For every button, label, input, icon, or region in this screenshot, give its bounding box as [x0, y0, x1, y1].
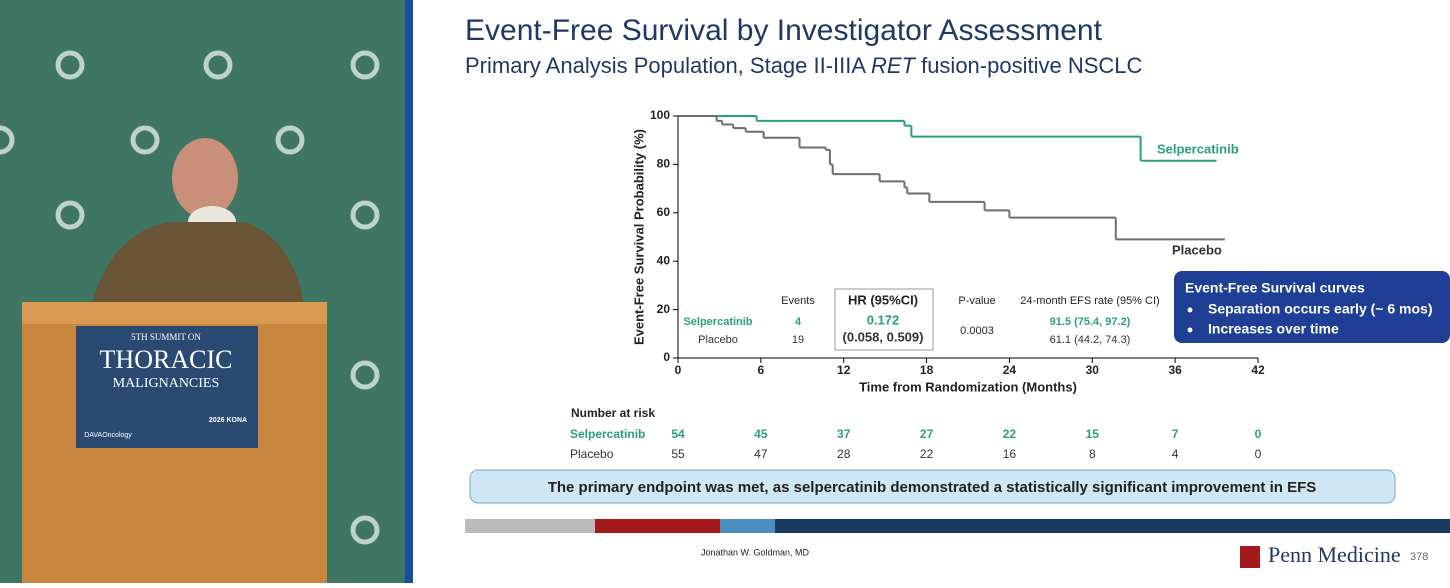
- risk-count: 47: [754, 447, 768, 461]
- subtitle-part: RET: [871, 53, 917, 78]
- subtitle-part: Primary Analysis Population, Stage II-II…: [465, 53, 871, 78]
- penn-shield: [1240, 546, 1260, 568]
- table-header: P-value: [958, 295, 995, 307]
- y-tick-label: 40: [657, 253, 671, 267]
- risk-count: 7: [1172, 427, 1179, 441]
- risk-count: 27: [920, 427, 934, 441]
- speaker-body: [90, 222, 305, 310]
- podium-line: THORACIC: [100, 345, 233, 374]
- series-label: Placebo: [1172, 242, 1222, 257]
- p-value: 0.0003: [960, 325, 994, 337]
- risk-count: 37: [837, 427, 851, 441]
- callout-bullet: Separation occurs early (~ 6 mos): [1208, 301, 1432, 317]
- screen-edge: [405, 0, 413, 583]
- risk-title: Number at risk: [571, 406, 655, 420]
- table-header: HR (95%CI): [848, 292, 918, 307]
- hr-box: [834, 288, 934, 351]
- risk-count: 55: [671, 447, 685, 461]
- callout-box: [1174, 271, 1450, 343]
- risk-count: 0: [1255, 447, 1262, 461]
- backdrop-pattern: [0, 50, 380, 545]
- risk-count: 22: [1003, 427, 1017, 441]
- banner-box: [469, 469, 1396, 504]
- podium-top: [22, 302, 327, 324]
- x-axis-label: Time from Randomization (Months): [859, 379, 1077, 394]
- subtitle-part: fusion-positive NSCLC: [915, 53, 1143, 78]
- table-cell: Placebo: [698, 334, 738, 346]
- table-cell: 4: [795, 316, 802, 328]
- risk-count: 15: [1086, 427, 1100, 441]
- podium-logo: DAVAOncology: [84, 432, 132, 439]
- risk-count: 54: [671, 427, 685, 441]
- callout-title: Event-Free Survival curves: [1185, 280, 1365, 296]
- x-tick-label: 12: [837, 363, 851, 377]
- risk-count: 8: [1089, 447, 1096, 461]
- podium-sign: [76, 326, 258, 448]
- x-tick-label: 6: [758, 363, 765, 377]
- callout-bullet: Increases over time: [1208, 321, 1339, 337]
- table-cell: Selpercatinib: [683, 316, 752, 328]
- risk-row-name: Selpercatinib: [570, 427, 645, 441]
- y-axis-label: Event-Free Survival Probability (%): [631, 129, 646, 345]
- banner-text: The primary endpoint was met, as selperc…: [548, 479, 1317, 496]
- risk-count: 45: [754, 427, 768, 441]
- x-tick-label: 42: [1251, 363, 1265, 377]
- table-cell: (0.058, 0.509): [843, 329, 924, 344]
- speaker-head: [172, 138, 238, 218]
- podium-event: 2026 KONA: [209, 417, 247, 424]
- y-tick-label: 80: [657, 157, 671, 171]
- x-tick-label: 24: [1003, 363, 1017, 377]
- risk-count: 16: [1003, 447, 1017, 461]
- table-cell: 0.172: [867, 312, 900, 327]
- risk-row-name: Placebo: [570, 447, 614, 461]
- y-tick-label: 0: [663, 350, 670, 364]
- table-cell: 61.1 (44.2, 74.3): [1050, 334, 1131, 346]
- podium-line: 5TH SUMMIT ON: [131, 332, 201, 342]
- y-tick-label: 20: [657, 302, 671, 316]
- risk-count: 4: [1172, 447, 1179, 461]
- table-cell: 19: [792, 334, 804, 346]
- y-tick-label: 60: [657, 205, 671, 219]
- risk-count: 0: [1255, 427, 1262, 441]
- risk-count: 28: [837, 447, 851, 461]
- table-header: Events: [781, 295, 815, 307]
- presenter: Jonathan W. Goldman, MD: [701, 547, 810, 557]
- table-cell: 91.5 (75.4, 97.2): [1050, 316, 1131, 328]
- series-label: Selpercatinib: [1157, 141, 1239, 156]
- footnote-bars: [465, 519, 1450, 533]
- bullet-dot: [1187, 307, 1193, 313]
- brand: Penn Medicine: [1268, 542, 1401, 567]
- y-tick-label: 100: [650, 108, 670, 122]
- x-tick-label: 0: [675, 363, 682, 377]
- x-tick-label: 30: [1086, 363, 1100, 377]
- risk-count: 22: [920, 447, 934, 461]
- slide-subtitle: Primary Analysis Population, Stage II-II…: [465, 53, 1143, 78]
- page-number: 378: [1410, 551, 1428, 563]
- podium-line: MALIGNANCIES: [113, 376, 220, 391]
- x-tick-label: 36: [1168, 363, 1182, 377]
- bullet-dot: [1187, 327, 1193, 333]
- slide-title: Event-Free Survival by Investigator Asse…: [465, 14, 1103, 47]
- table-header: 24-month EFS rate (95% CI): [1020, 295, 1159, 307]
- x-tick-label: 18: [920, 363, 934, 377]
